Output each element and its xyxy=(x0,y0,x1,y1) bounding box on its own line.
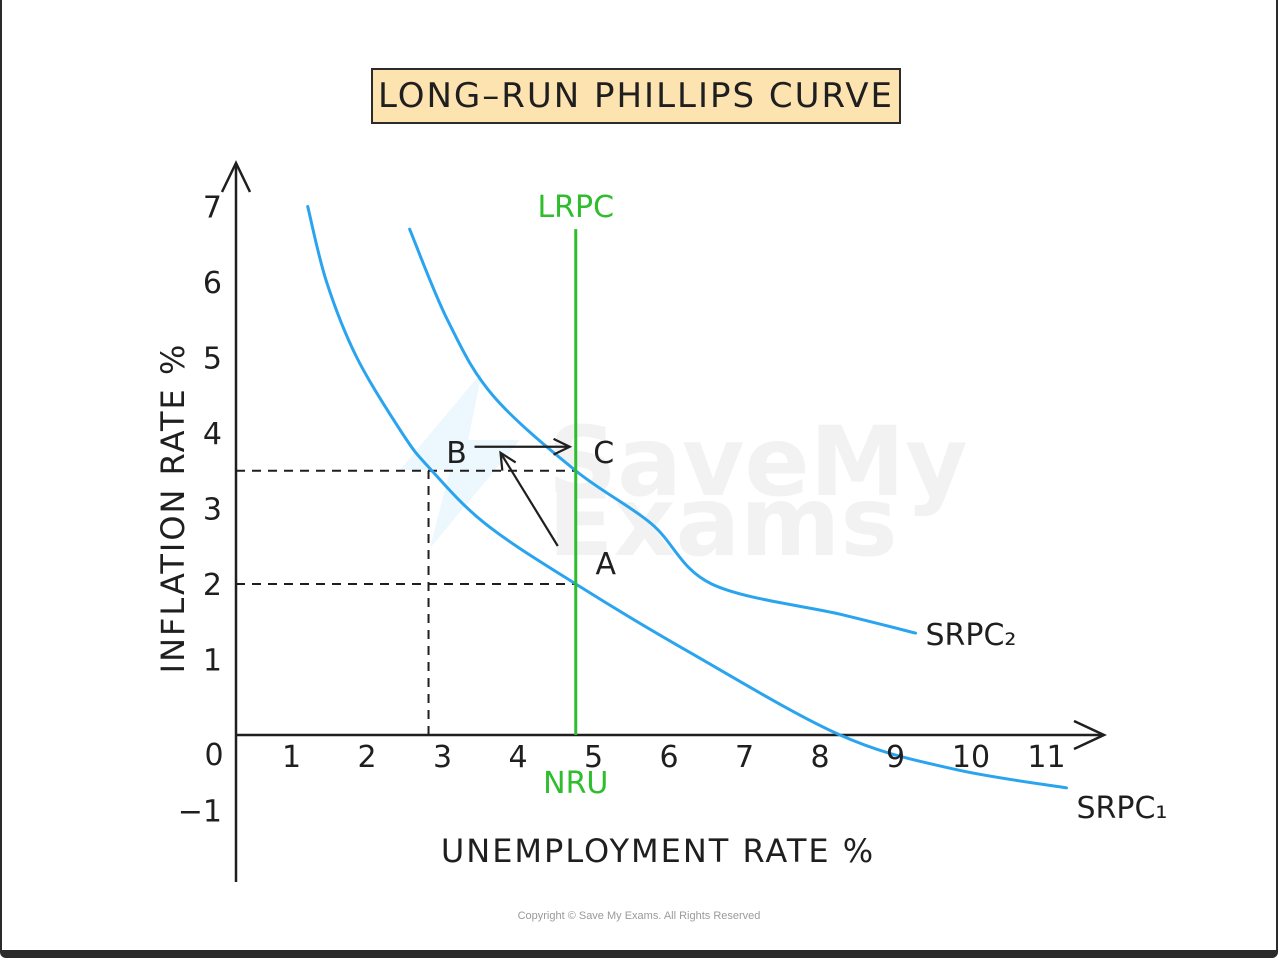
y-tick-label: 1 xyxy=(203,644,222,679)
srpc2-curve xyxy=(408,227,917,635)
y-axis-arrow-icon xyxy=(220,160,252,193)
lrpc-group: LRPC NRU xyxy=(537,190,614,801)
watermark-logo-icon xyxy=(400,372,520,548)
x-axis-arrow-icon xyxy=(1073,719,1107,751)
y-tick-label: 4 xyxy=(203,417,222,452)
x-tick-label: 1 xyxy=(282,740,301,775)
x-tick-label: 4 xyxy=(508,740,527,775)
arrow-a-to-b xyxy=(499,452,559,547)
y-tick-label: 5 xyxy=(203,342,222,377)
point-label-b: B xyxy=(446,436,467,471)
curves: SRPC₁ SRPC₂ xyxy=(306,205,1168,826)
tick-labels: 0 1 2 3 4 5 6 7 8 9 10 11 −1 1 2 3 4 5 6 7 xyxy=(178,191,1066,830)
nru-label: NRU xyxy=(543,766,608,801)
x-tick-label: 6 xyxy=(659,740,678,775)
x-tick-label: 11 xyxy=(1027,740,1065,775)
reference-lines xyxy=(236,469,576,735)
arrow-b-to-c-head-icon xyxy=(553,437,573,456)
point-label-a: A xyxy=(595,547,616,582)
x-tick-label: 8 xyxy=(810,740,829,775)
x-tick-label: 7 xyxy=(735,740,754,775)
annotations: A B C xyxy=(446,436,616,582)
y-tick-label: 6 xyxy=(203,266,222,301)
copyright-notice: Copyright © Save My Exams. All Rights Re… xyxy=(517,910,761,922)
y-tick-label: 7 xyxy=(203,191,222,226)
lrpc-label: LRPC xyxy=(537,190,614,225)
srpc2-label: SRPC₂ xyxy=(926,618,1017,653)
y-tick-label: 2 xyxy=(203,568,222,603)
y-axis-title: INFLATION RATE % xyxy=(154,343,192,674)
y-tick-label: −1 xyxy=(178,795,222,830)
x-tick-label: 9 xyxy=(886,740,905,775)
watermark: SaveMy Exams xyxy=(400,372,968,578)
arrow-a-to-b-head-icon xyxy=(499,450,517,471)
srpc1-curve xyxy=(306,205,1068,790)
y-tick-label: 3 xyxy=(203,493,222,528)
srpc1-label: SRPC₁ xyxy=(1077,791,1168,826)
x-tick-label: 5 xyxy=(584,740,603,775)
axes xyxy=(220,160,1107,882)
origin-label: 0 xyxy=(204,738,223,773)
watermark-text-2: Exams xyxy=(548,466,897,578)
chart-title: LONG–RUN PHILLIPS CURVE xyxy=(371,68,901,124)
x-axis-title: UNEMPLOYMENT RATE % xyxy=(441,832,875,870)
point-label-c: C xyxy=(593,436,614,471)
x-tick-label: 3 xyxy=(433,740,452,775)
x-tick-label: 2 xyxy=(357,740,376,775)
x-tick-label: 10 xyxy=(952,740,990,775)
